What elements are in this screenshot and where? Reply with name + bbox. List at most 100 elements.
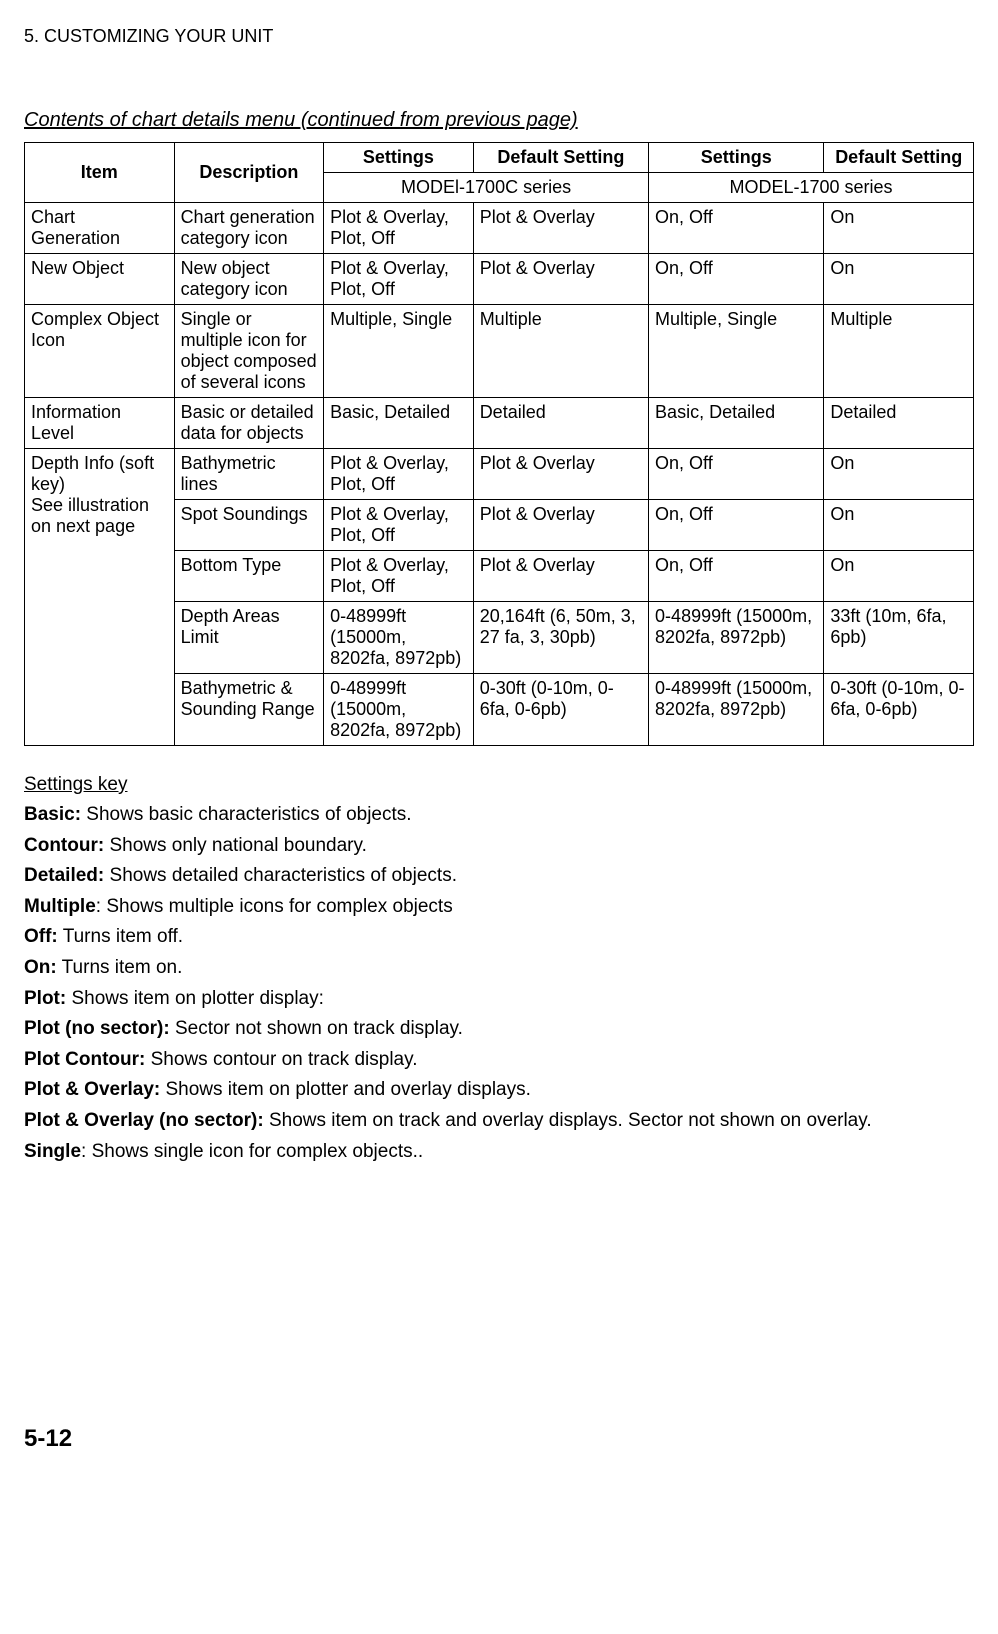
settings-key-item: Basic: Shows basic characteristics of ob…	[24, 802, 974, 829]
table-row: Complex Object Icon Single or multiple i…	[25, 305, 974, 398]
cell-set-b: Multiple, Single	[649, 305, 824, 398]
cell-set-a: Basic, Detailed	[324, 398, 474, 449]
cell-desc: Basic or detailed data for objects	[174, 398, 324, 449]
chapter-heading: 5. CUSTOMIZING YOUR UNIT	[24, 26, 974, 47]
col-settings-b: Settings	[649, 143, 824, 173]
cell-set-b: 0-48999ft (15000m, 8202fa, 8972pb)	[649, 674, 824, 746]
cell-def-b: Multiple	[824, 305, 974, 398]
settings-key-term: On:	[24, 957, 57, 978]
settings-key-definition: Turns item off.	[58, 926, 183, 947]
cell-item: Chart Generation	[25, 203, 175, 254]
settings-key-term: Plot:	[24, 988, 66, 1009]
settings-key-definition: Shows detailed characteristics of object…	[104, 865, 457, 886]
cell-def-a: 20,164ft (6, 50m, 3, 27 fa, 3, 30pb)	[473, 602, 648, 674]
settings-key-title: Settings key	[24, 774, 974, 796]
cell-def-a: 0-30ft (0-10m, 0-6fa, 0-6pb)	[473, 674, 648, 746]
cell-def-a: Plot & Overlay	[473, 500, 648, 551]
cell-def-a: Plot & Overlay	[473, 449, 648, 500]
cell-def-a: Plot & Overlay	[473, 203, 648, 254]
table-row: Depth Info (soft key) See illustration o…	[25, 449, 974, 500]
settings-key-term: Plot (no sector):	[24, 1018, 170, 1039]
col-default-b: Default Setting	[824, 143, 974, 173]
cell-desc: Spot Soundings	[174, 500, 324, 551]
settings-key-definition: Turns item on.	[57, 957, 183, 978]
settings-key-term: Detailed:	[24, 865, 104, 886]
table-header-row: Item Description Settings Default Settin…	[25, 143, 974, 173]
table-subtitle: Contents of chart details menu (continue…	[24, 109, 974, 132]
cell-set-a: Plot & Overlay, Plot, Off	[324, 203, 474, 254]
settings-key-item: Plot & Overlay: Shows item on plotter an…	[24, 1077, 974, 1104]
cell-set-b: On, Off	[649, 551, 824, 602]
series-a-label: MODEl-1700C series	[324, 173, 649, 203]
settings-key-definition: Shows basic characteristics of objects.	[81, 804, 412, 825]
settings-key-list: Basic: Shows basic characteristics of ob…	[24, 802, 974, 1165]
cell-desc: Bathymetric lines	[174, 449, 324, 500]
settings-key-term: Plot & Overlay:	[24, 1079, 160, 1100]
cell-def-b: 33ft (10m, 6fa, 6pb)	[824, 602, 974, 674]
settings-key-term: Off:	[24, 926, 58, 947]
cell-def-a: Multiple	[473, 305, 648, 398]
col-description: Description	[174, 143, 324, 203]
settings-key-item: Plot & Overlay (no sector): Shows item o…	[24, 1108, 974, 1135]
cell-item-depth-info: Depth Info (soft key) See illustration o…	[25, 449, 175, 746]
cell-set-a: Multiple, Single	[324, 305, 474, 398]
cell-set-a: Plot & Overlay, Plot, Off	[324, 551, 474, 602]
cell-set-b: Basic, Detailed	[649, 398, 824, 449]
settings-key-item: Multiple: Shows multiple icons for compl…	[24, 894, 974, 921]
cell-def-b: On	[824, 254, 974, 305]
settings-key-item: Plot Contour: Shows contour on track dis…	[24, 1047, 974, 1074]
cell-def-b: On	[824, 551, 974, 602]
cell-item: Information Level	[25, 398, 175, 449]
cell-def-a: Plot & Overlay	[473, 254, 648, 305]
cell-item: Complex Object Icon	[25, 305, 175, 398]
settings-key-item: Single: Shows single icon for complex ob…	[24, 1139, 974, 1166]
cell-def-a: Plot & Overlay	[473, 551, 648, 602]
settings-key-definition: Shows contour on track display.	[145, 1049, 417, 1070]
cell-desc: Depth Areas Limit	[174, 602, 324, 674]
col-item: Item	[25, 143, 175, 203]
settings-key-item: Off: Turns item off.	[24, 924, 974, 951]
cell-set-b: On, Off	[649, 254, 824, 305]
cell-set-a: 0-48999ft (15000m, 8202fa, 8972pb)	[324, 674, 474, 746]
cell-desc: Bottom Type	[174, 551, 324, 602]
cell-item: New Object	[25, 254, 175, 305]
table-row: Information Level Basic or detailed data…	[25, 398, 974, 449]
cell-def-a: Detailed	[473, 398, 648, 449]
cell-set-b: On, Off	[649, 449, 824, 500]
table-row: Chart Generation Chart generation catego…	[25, 203, 974, 254]
settings-key-term: Multiple	[24, 896, 96, 917]
cell-def-b: Detailed	[824, 398, 974, 449]
settings-key-term: Plot & Overlay (no sector):	[24, 1110, 264, 1131]
col-settings-a: Settings	[324, 143, 474, 173]
page-number: 5-12	[24, 1425, 974, 1453]
settings-key-term: Single	[24, 1141, 81, 1162]
cell-def-b: On	[824, 449, 974, 500]
cell-set-b: 0-48999ft (15000m, 8202fa, 8972pb)	[649, 602, 824, 674]
settings-key-definition: Shows only national boundary.	[104, 835, 367, 856]
settings-key-item: Plot: Shows item on plotter display:	[24, 986, 974, 1013]
cell-set-b: On, Off	[649, 500, 824, 551]
cell-desc: Single or multiple icon for object compo…	[174, 305, 324, 398]
chart-details-table: Item Description Settings Default Settin…	[24, 142, 974, 746]
settings-key-definition: : Shows multiple icons for complex objec…	[96, 896, 453, 917]
settings-key-item: Plot (no sector): Sector not shown on tr…	[24, 1016, 974, 1043]
settings-key-definition: Sector not shown on track display.	[170, 1018, 463, 1039]
cell-def-b: 0-30ft (0-10m, 0-6fa, 0-6pb)	[824, 674, 974, 746]
cell-desc: Chart generation category icon	[174, 203, 324, 254]
cell-set-b: On, Off	[649, 203, 824, 254]
settings-key-definition: Shows item on plotter and overlay displa…	[160, 1079, 531, 1100]
settings-key-definition: : Shows single icon for complex objects.…	[81, 1141, 423, 1162]
table-row: New Object New object category icon Plot…	[25, 254, 974, 305]
settings-key-term: Plot Contour:	[24, 1049, 145, 1070]
settings-key-item: On: Turns item on.	[24, 955, 974, 982]
cell-set-a: Plot & Overlay, Plot, Off	[324, 449, 474, 500]
cell-set-a: Plot & Overlay, Plot, Off	[324, 254, 474, 305]
cell-desc: New object category icon	[174, 254, 324, 305]
settings-key-definition: Shows item on plotter display:	[66, 988, 324, 1009]
settings-key-term: Contour:	[24, 835, 104, 856]
cell-def-b: On	[824, 500, 974, 551]
settings-key-item: Detailed: Shows detailed characteristics…	[24, 863, 974, 890]
cell-def-b: On	[824, 203, 974, 254]
settings-key-term: Basic:	[24, 804, 81, 825]
cell-desc: Bathymetric & Sounding Range	[174, 674, 324, 746]
